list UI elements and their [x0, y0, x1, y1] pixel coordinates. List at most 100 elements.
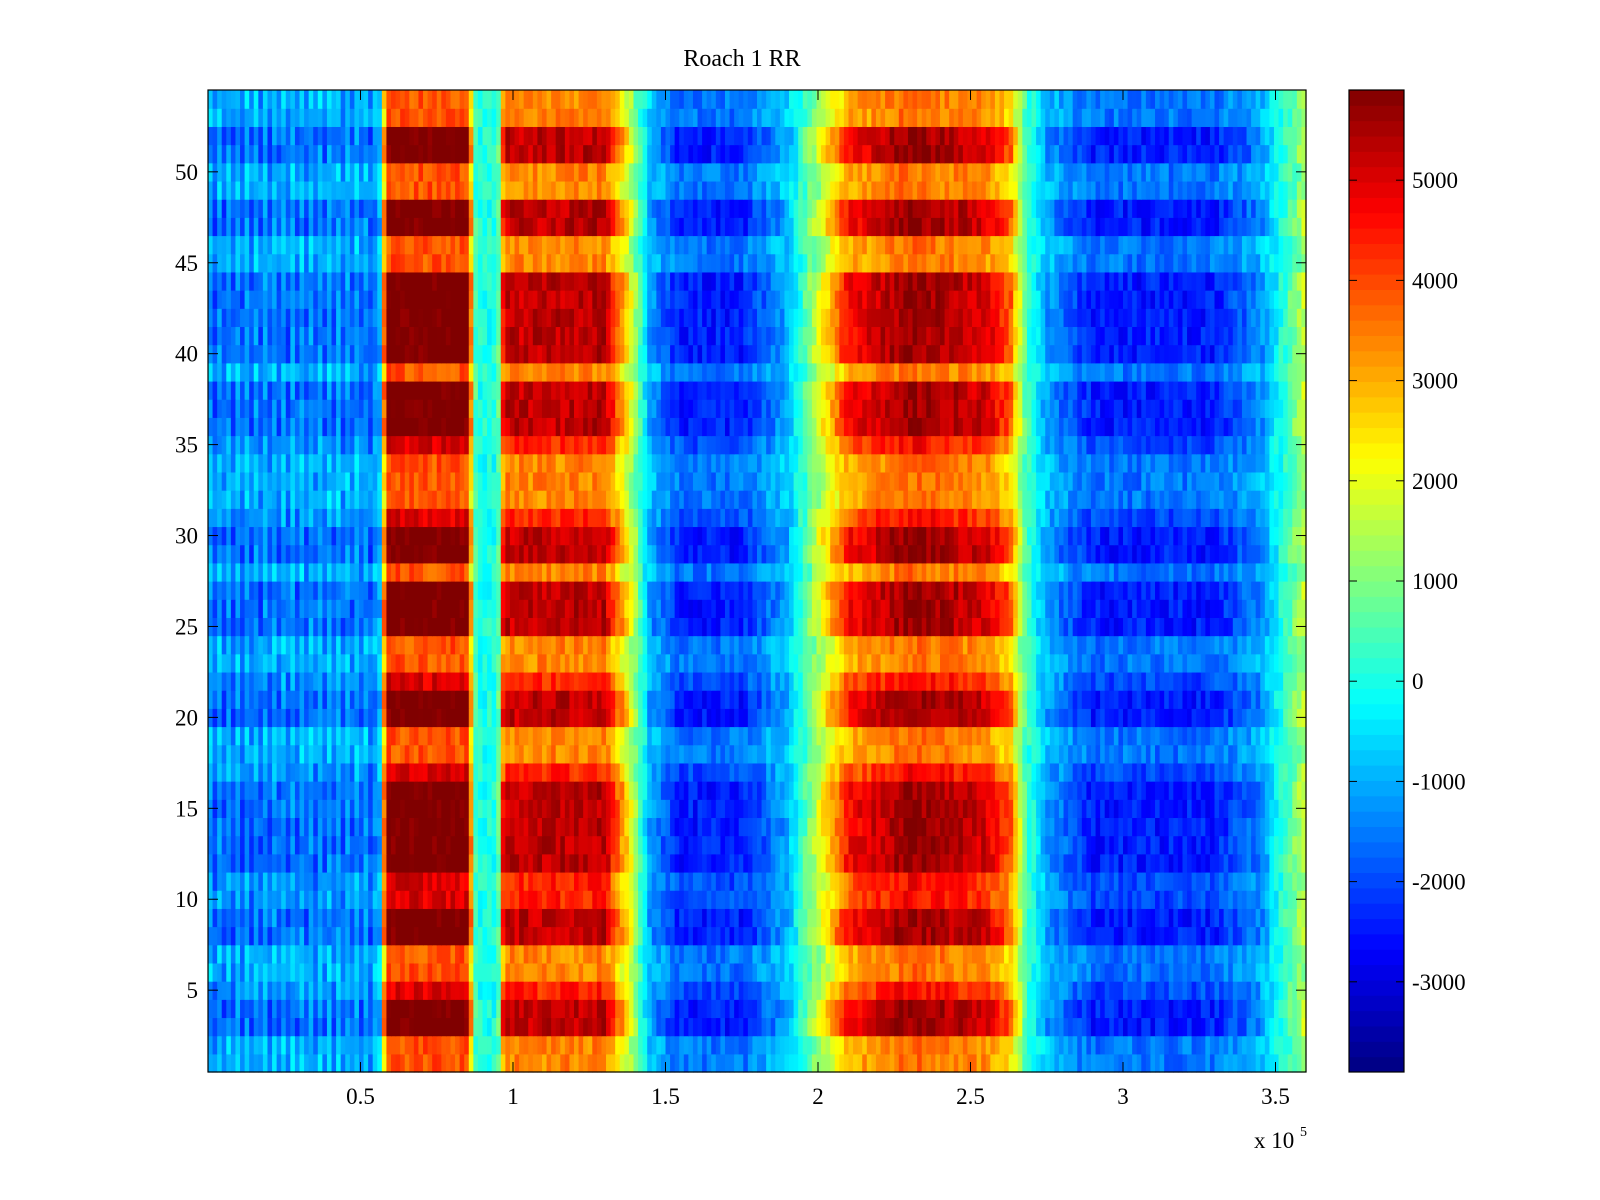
heatmap-cell: [1219, 890, 1225, 909]
heatmap-cell: [793, 981, 799, 1000]
heatmap-cell: [1017, 908, 1023, 928]
heatmap-cell: [1113, 781, 1120, 800]
heatmap-cell: [811, 999, 818, 1019]
heatmap-cell: [647, 744, 653, 764]
heatmap-cell: [1241, 762, 1248, 782]
heatmap-cell: [880, 781, 886, 800]
heatmap-cell: [1104, 962, 1110, 982]
heatmap-cell: [834, 1017, 840, 1037]
heatmap-cell: [1200, 726, 1206, 746]
heatmap-cell: [500, 762, 506, 782]
heatmap-cell: [381, 908, 388, 928]
heatmap-cell: [1260, 799, 1266, 819]
heatmap-cell: [697, 1017, 703, 1037]
heatmap-cell: [436, 908, 442, 928]
heatmap-cell: [1283, 890, 1289, 909]
heatmap-cell: [226, 908, 232, 928]
heatmap-cell: [253, 817, 259, 837]
heatmap-cell: [281, 726, 287, 746]
heatmap-cell: [898, 999, 904, 1019]
heatmap-cell: [326, 744, 333, 764]
heatmap-cell: [921, 762, 927, 782]
heatmap-cell: [1273, 981, 1280, 1000]
heatmap-cell: [569, 1017, 575, 1037]
heatmap-cell: [638, 962, 644, 982]
heatmap-cell: [907, 726, 914, 746]
heatmap-cell: [436, 926, 442, 946]
heatmap-cell: [793, 908, 799, 928]
heatmap-cell: [770, 1035, 776, 1055]
heatmap-cell: [857, 762, 863, 782]
heatmap-cell: [940, 926, 946, 946]
heatmap-cell: [839, 1017, 845, 1037]
heatmap-cell: [1246, 981, 1252, 1000]
heatmap-cell: [692, 744, 699, 764]
heatmap-cell: [578, 708, 584, 728]
heatmap-cell: [830, 1053, 836, 1073]
heatmap-cell: [464, 690, 470, 709]
heatmap-cell: [578, 726, 584, 746]
heatmap-cell: [784, 781, 790, 800]
heatmap-cell: [706, 853, 712, 873]
heatmap-cell: [1260, 944, 1266, 964]
heatmap-cell: [747, 871, 754, 891]
heatmap-cell: [994, 781, 1001, 800]
heatmap-cell: [1187, 981, 1193, 1000]
heatmap-cell: [505, 835, 511, 855]
heatmap-cell: [624, 762, 630, 782]
heatmap-cell: [917, 999, 923, 1019]
heatmap-cell: [660, 908, 667, 928]
heatmap-cell: [404, 781, 410, 800]
heatmap-cell: [592, 1053, 598, 1073]
heatmap-cell: [734, 690, 740, 709]
heatmap-cell: [1255, 981, 1261, 1000]
heatmap-cell: [253, 962, 259, 982]
heatmap-cell: [212, 817, 218, 837]
heatmap-cell: [660, 926, 667, 946]
heatmap-cell: [940, 781, 946, 800]
heatmap-cell: [230, 871, 237, 891]
heatmap-cell: [1209, 1053, 1216, 1073]
heatmap-cell: [578, 835, 584, 855]
heatmap-cell: [1049, 962, 1055, 982]
heatmap-cell: [208, 908, 214, 928]
heatmap-cell: [1200, 944, 1206, 964]
heatmap-cell: [651, 799, 657, 819]
heatmap-cell: [267, 726, 273, 746]
heatmap-cell: [1040, 1053, 1046, 1073]
heatmap-cell: [610, 1035, 616, 1055]
heatmap-cell: [541, 981, 548, 1000]
heatmap-cell: [413, 999, 420, 1019]
heatmap-cell: [377, 999, 383, 1019]
heatmap-cell: [326, 708, 333, 728]
heatmap-cell: [1136, 962, 1142, 982]
heatmap-cell: [491, 762, 497, 782]
heatmap-cell: [1219, 871, 1225, 891]
heatmap-cell: [317, 1035, 323, 1055]
heatmap-cell: [770, 890, 776, 909]
heatmap-cell: [509, 799, 516, 819]
heatmap-cell: [606, 999, 612, 1019]
heatmap-cell: [1187, 944, 1193, 964]
heatmap-cell: [816, 1017, 822, 1037]
heatmap-cell: [308, 762, 314, 782]
heatmap-cell: [857, 708, 863, 728]
heatmap-cell: [244, 781, 250, 800]
heatmap-cell: [290, 1035, 296, 1055]
heatmap-cell: [807, 835, 813, 855]
heatmap-cell: [1209, 744, 1216, 764]
heatmap-cell: [885, 690, 891, 709]
heatmap-cell: [766, 890, 772, 909]
heatmap-cell: [615, 744, 621, 764]
heatmap-cell: [953, 817, 959, 837]
heatmap-cell: [802, 690, 808, 709]
heatmap-cell: [1104, 999, 1110, 1019]
heatmap-cell: [1118, 817, 1124, 837]
heatmap-cell: [1173, 744, 1179, 764]
heatmap-cell: [477, 981, 484, 1000]
heatmap-cell: [821, 890, 827, 909]
heatmap-cell: [587, 981, 593, 1000]
heatmap-cell: [789, 781, 795, 800]
heatmap-cell: [345, 926, 351, 946]
heatmap-cell: [1136, 908, 1142, 928]
